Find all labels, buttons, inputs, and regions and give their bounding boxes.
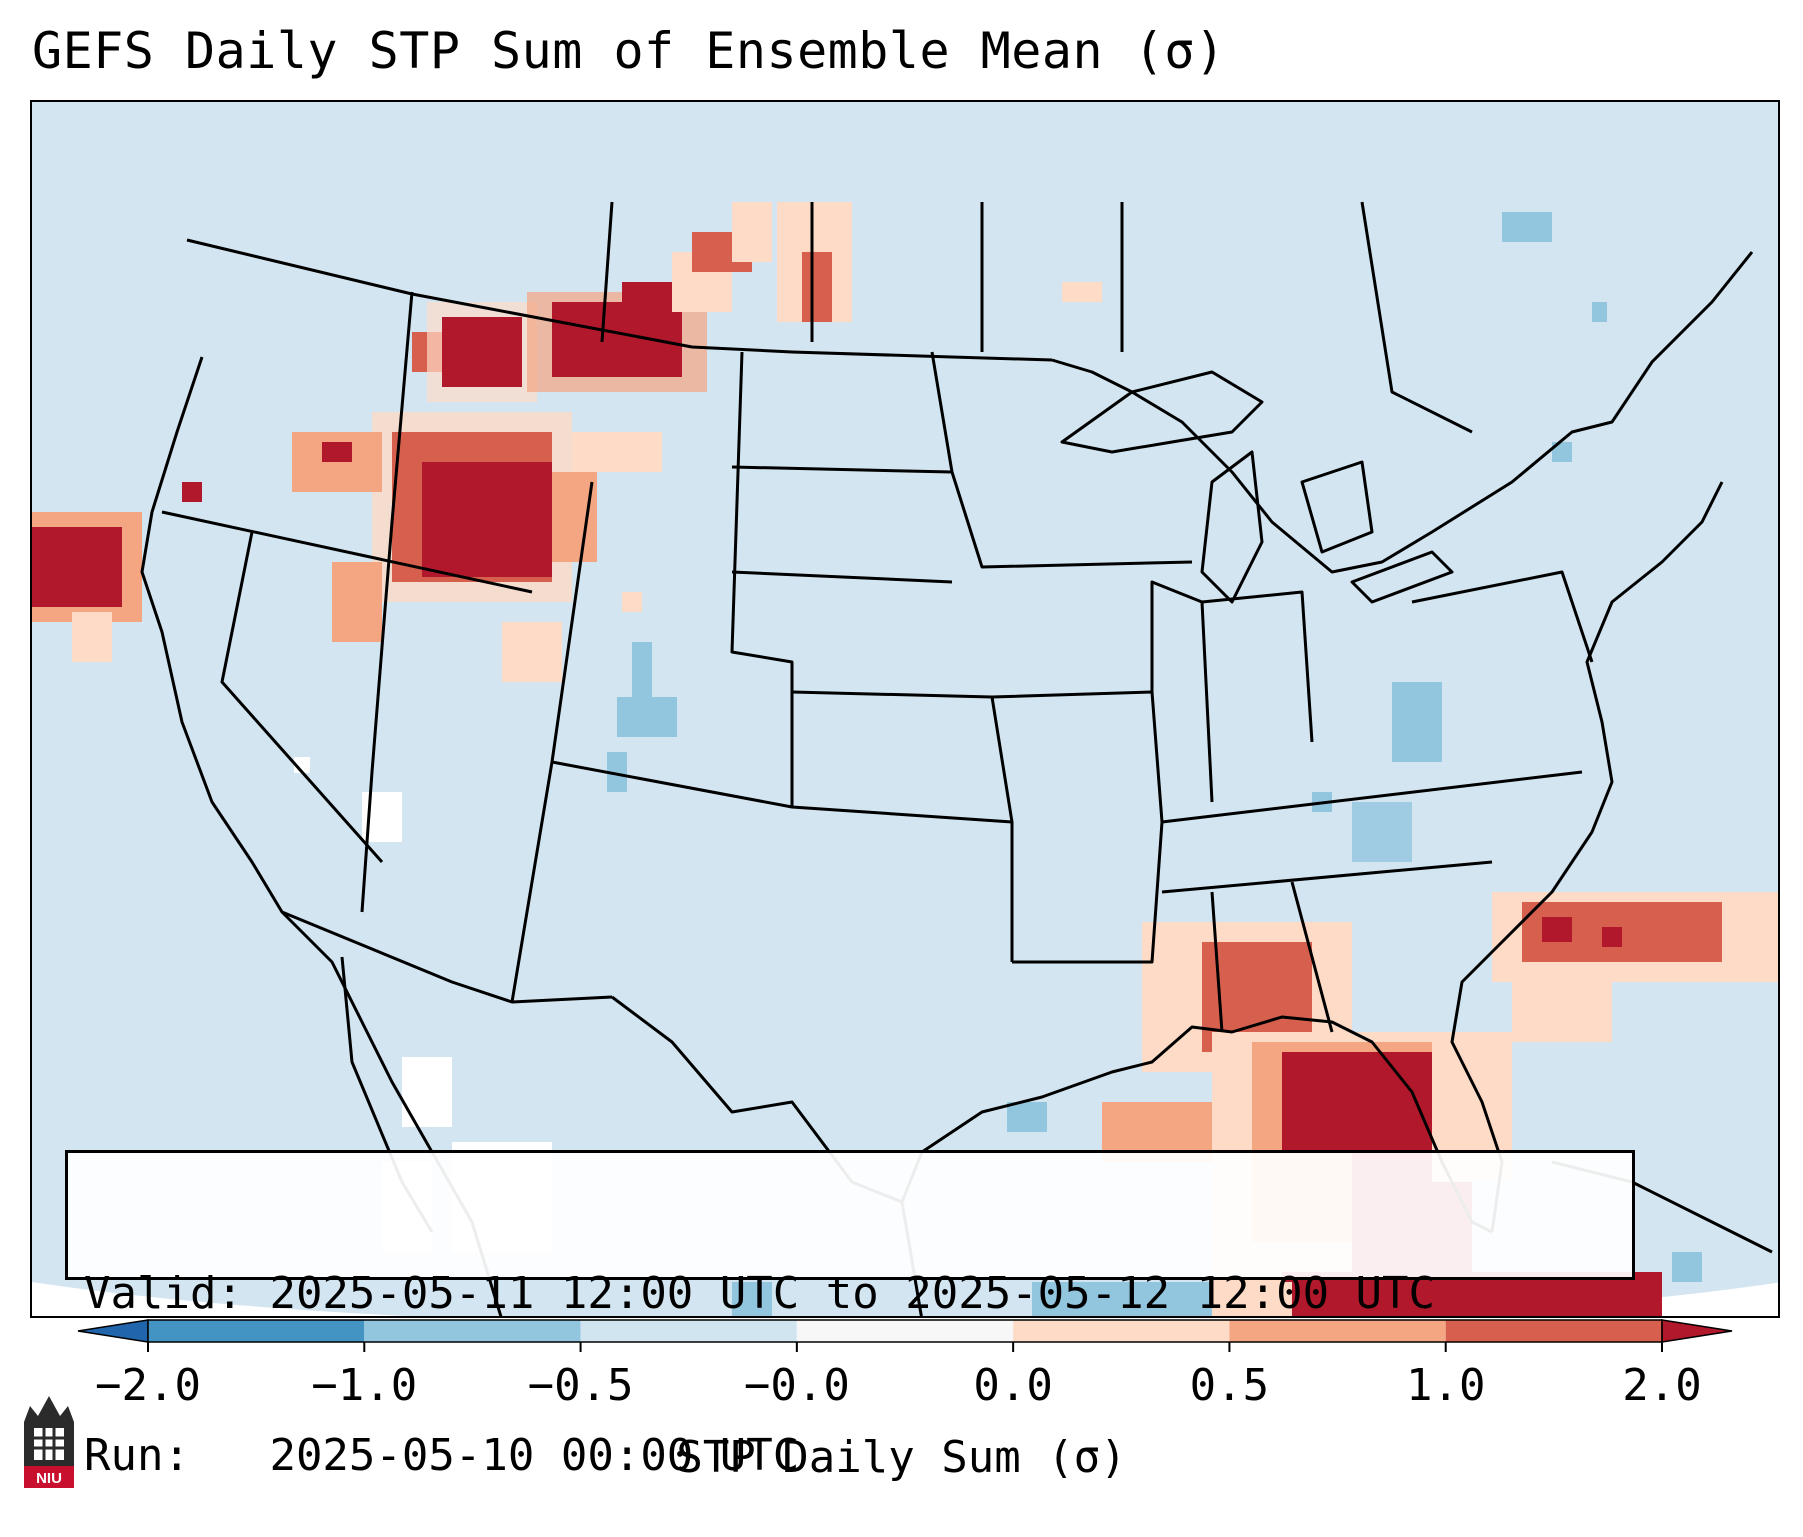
anomaly-cell <box>32 527 122 607</box>
anomaly-cell <box>1352 802 1412 862</box>
anomaly-cell <box>1007 1102 1047 1132</box>
anomaly-cell <box>1552 442 1572 462</box>
colorbar-tick-label: −0.5 <box>528 1360 634 1411</box>
valid-time-range: 2025-05-11 12:00 UTC to 2025-05-12 12:00… <box>269 1268 1436 1319</box>
anomaly-cell <box>182 482 202 502</box>
colorbar-ticks <box>147 1342 1663 1352</box>
anomaly-cell <box>572 432 662 472</box>
anomaly-cell <box>1542 917 1572 942</box>
colorbar-bin <box>1229 1320 1446 1342</box>
logo-banner <box>24 1466 74 1488</box>
anomaly-cell <box>1392 682 1442 762</box>
run-label: Run: <box>84 1430 190 1481</box>
state-line <box>1150 580 1214 803</box>
state-line <box>1012 770 1583 964</box>
anomaly-cell <box>1062 282 1102 302</box>
anomaly-cell <box>607 752 627 792</box>
anomaly-cell <box>502 622 562 682</box>
state-line <box>930 351 954 473</box>
state-line <box>161 510 533 594</box>
colorbar-bin <box>1013 1320 1230 1342</box>
east-coastline <box>1450 481 1724 1233</box>
west-coastline <box>140 356 503 1316</box>
lake-huron <box>1300 460 1374 554</box>
anomaly-cell <box>402 1057 452 1127</box>
state-line <box>1360 201 1473 434</box>
colorbar-bin <box>580 1320 797 1342</box>
logo-text: NIU <box>36 1470 62 1487</box>
anomaly-cell <box>552 472 597 562</box>
anomaly-cell <box>1592 302 1607 322</box>
colorbar-extend-upper <box>1661 1319 1733 1343</box>
colorbar: −2.0 −1.0 −0.5 −0.0 0.0 0.5 1.0 2.0 <box>77 1319 1733 1411</box>
anomaly-cell <box>1502 212 1552 242</box>
us-canada-border-east <box>1051 251 1754 574</box>
colorbar-outline <box>147 1319 1663 1343</box>
colorbar-bin <box>1445 1320 1662 1342</box>
field-background <box>32 102 1778 1316</box>
anomaly-cell <box>332 562 382 642</box>
colorbar-extend-lower <box>77 1319 149 1343</box>
us-mexico-border-west <box>281 910 613 1004</box>
colorbar-tick-label: −2.0 <box>95 1360 201 1411</box>
stp-anomaly-map <box>32 102 1778 1316</box>
colorbar-tick-labels: −2.0 −1.0 −0.5 −0.0 0.0 0.5 1.0 2.0 <box>95 1360 1702 1411</box>
anomaly-cell <box>422 462 552 577</box>
run-line: Run: 2025-05-10 00:00 UTC <box>84 1429 1632 1483</box>
colorbar-bin <box>796 1320 1014 1342</box>
niu-logo: NIU <box>24 1396 74 1488</box>
anomaly-cell <box>1512 982 1612 1042</box>
anomaly-cell <box>72 612 112 662</box>
colorbar-tick-label: −0.0 <box>744 1360 850 1411</box>
state-line <box>600 201 614 343</box>
map-panel <box>30 100 1780 1318</box>
us-canada-border <box>186 238 1053 362</box>
anomaly-cell <box>617 697 677 737</box>
valid-run-info-box: Valid: 2025-05-11 12:00 UTC to 2025-05-1… <box>65 1150 1635 1481</box>
valid-label: Valid: <box>84 1268 243 1319</box>
colorbar-tick-label: 0.0 <box>973 1360 1052 1411</box>
colorbar-tick-label: 2.0 <box>1622 1360 1701 1411</box>
anomaly-cell <box>1032 1282 1212 1316</box>
logo-window-mullions <box>34 1428 64 1460</box>
anomaly-cell <box>1602 927 1622 947</box>
state-line <box>1290 881 1334 1033</box>
logo-window <box>34 1428 64 1460</box>
anomaly-cell <box>1672 1252 1702 1282</box>
gulf-coastline <box>900 1015 1493 1316</box>
colorbar-tick-label: 0.5 <box>1190 1360 1269 1411</box>
state-line <box>220 531 384 863</box>
state-line <box>1161 860 1493 894</box>
lake-superior <box>1060 370 1264 454</box>
state-line <box>730 351 794 807</box>
state-line <box>1411 570 1594 663</box>
colorbar-tick-label: −1.0 <box>311 1360 417 1411</box>
anomaly-cell <box>802 252 832 322</box>
state-line <box>1210 891 1224 1033</box>
run-time: 2025-05-10 00:00 UTC <box>269 1430 800 1481</box>
state-line <box>731 465 1193 569</box>
map-title: GEFS Daily STP Sum of Ensemble Mean (σ) <box>32 22 1226 80</box>
colorbar-bins <box>77 1319 1733 1343</box>
anomaly-cell <box>442 317 522 387</box>
colorbar-tick-label: 1.0 <box>1406 1360 1485 1411</box>
colorbar-title: STP Daily Sum (σ) <box>676 1432 1127 1483</box>
colorbar-bin <box>364 1320 581 1342</box>
colorbar-bin <box>148 1320 365 1342</box>
anomaly-cell <box>732 202 772 262</box>
lake-michigan <box>1200 450 1264 604</box>
anomaly-cell <box>322 442 352 462</box>
anomaly-cell <box>622 592 642 612</box>
valid-line: Valid: 2025-05-11 12:00 UTC to 2025-05-1… <box>84 1267 1632 1321</box>
lake-erie <box>1350 550 1454 604</box>
state-line <box>360 291 414 913</box>
state-line <box>791 690 1014 962</box>
state-line <box>731 570 953 584</box>
anomaly-cell <box>1212 1282 1292 1316</box>
anomaly-cell <box>632 642 652 712</box>
anomaly-cell <box>732 1282 772 1316</box>
